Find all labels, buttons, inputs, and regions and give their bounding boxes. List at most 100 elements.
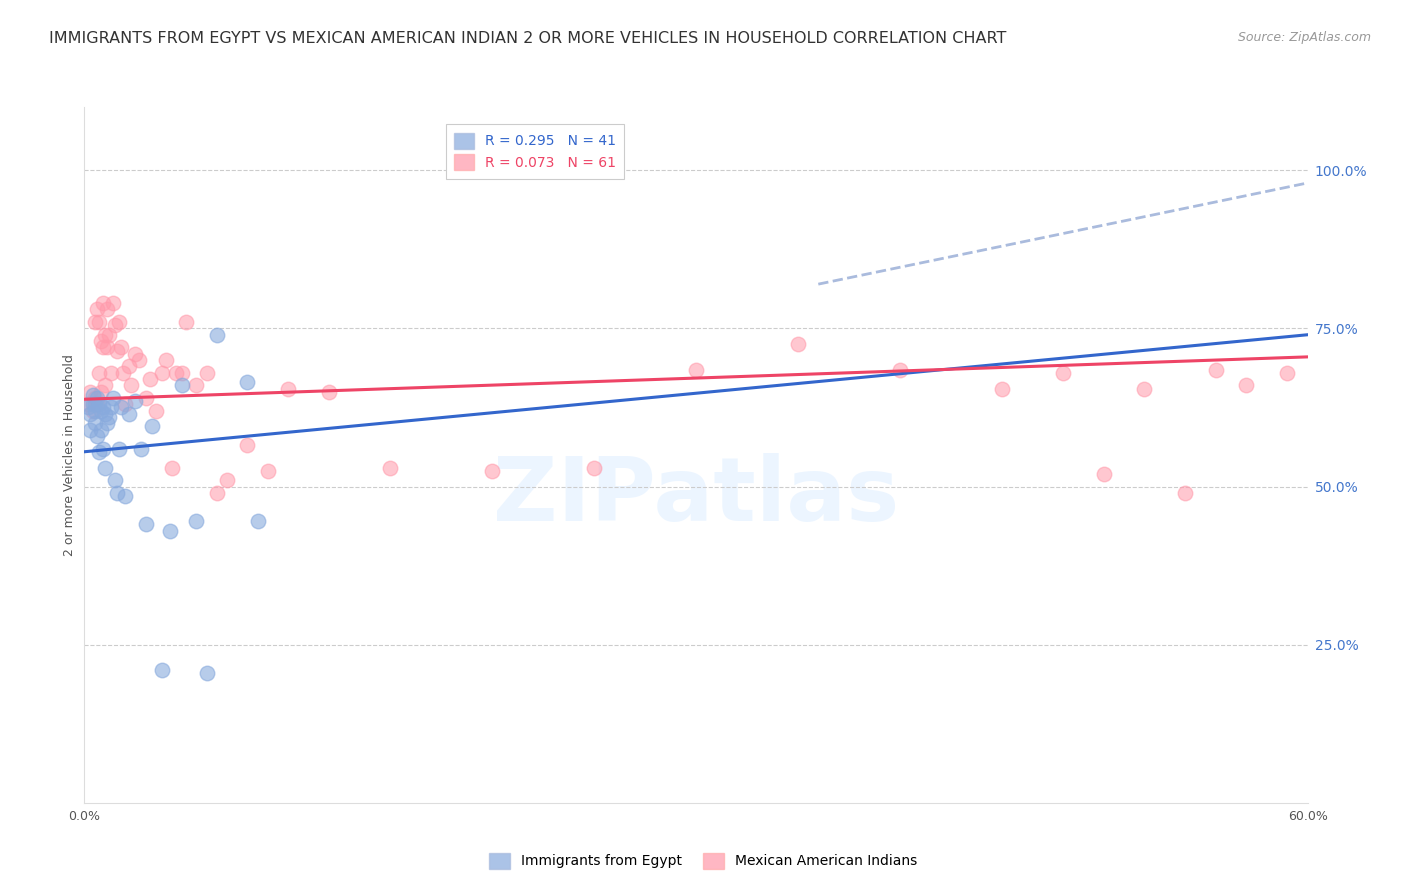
Point [176,315,198,329]
Point [83,315,105,329]
Point [195,366,218,380]
Point [186,514,208,528]
Point [87,444,110,458]
Point [172,366,194,380]
Point [101,296,124,310]
Point [145,403,167,417]
Point [277,382,299,396]
Point [90,403,112,417]
Point [118,359,141,374]
Point [110,401,132,415]
Point [90,334,112,348]
Point [217,473,239,487]
Point [93,378,117,392]
Point [90,423,112,437]
Point [91,340,114,354]
Point [101,391,124,405]
Point [110,340,132,354]
Point [100,366,122,380]
Point [86,397,108,411]
Point [96,417,118,431]
Point [128,353,150,368]
Point [135,391,157,405]
Point [186,378,208,392]
Point [246,514,269,528]
Point [236,438,259,452]
Point [572,147,595,161]
Point [159,524,181,538]
Point [83,397,105,411]
Point [97,327,120,342]
Point [79,384,101,399]
Point [114,397,136,411]
Point [90,384,112,399]
Y-axis label: 2 or more Vehicles in Household: 2 or more Vehicles in Household [63,354,76,556]
Point [114,489,136,503]
Point [150,663,173,677]
Point [83,417,105,431]
Point [86,429,108,443]
Point [77,397,100,411]
Point [150,366,173,380]
Point [195,666,218,681]
Point [87,366,110,380]
Point [1133,382,1156,396]
Point [205,486,228,500]
Text: IMMIGRANTS FROM EGYPT VS MEXICAN AMERICAN INDIAN 2 OR MORE VEHICLES IN HOUSEHOLD: IMMIGRANTS FROM EGYPT VS MEXICAN AMERICA… [49,31,1007,46]
Point [104,473,127,487]
Point [481,464,503,478]
Point [82,397,104,411]
Point [108,315,131,329]
Point [93,407,117,421]
Point [86,302,108,317]
Legend: Immigrants from Egypt, Mexican American Indians: Immigrants from Egypt, Mexican American … [484,847,922,874]
Point [165,366,187,380]
Point [160,460,183,475]
Point [236,375,259,389]
Point [124,394,146,409]
Point [91,296,114,310]
Point [380,460,402,475]
Point [1236,378,1258,392]
Point [1174,486,1197,500]
Legend: R = 0.295   N = 41, R = 0.073   N = 61: R = 0.295 N = 41, R = 0.073 N = 61 [446,124,624,178]
Point [93,327,117,342]
Point [991,382,1014,396]
Point [91,442,114,456]
Point [83,391,105,405]
Point [91,401,114,415]
Point [205,327,228,342]
Point [685,362,707,376]
Point [583,460,606,475]
Point [82,388,104,402]
Point [87,315,110,329]
Point [1205,362,1227,376]
Point [96,302,118,317]
Point [79,407,101,421]
Point [93,460,117,475]
Point [87,397,110,411]
Point [97,409,120,424]
Point [86,391,108,405]
Point [105,486,128,500]
Point [105,343,128,358]
Point [787,337,810,351]
Point [118,407,141,421]
Point [100,401,122,415]
Point [155,353,177,368]
Point [83,403,105,417]
Point [120,378,142,392]
Point [135,517,157,532]
Point [82,403,104,417]
Point [138,372,160,386]
Point [112,366,135,380]
Point [77,401,100,415]
Point [131,442,153,456]
Point [257,464,280,478]
Point [104,318,127,333]
Point [1092,467,1115,481]
Text: Source: ZipAtlas.com: Source: ZipAtlas.com [1237,31,1371,45]
Point [1277,366,1299,380]
Point [172,378,194,392]
Point [96,340,118,354]
